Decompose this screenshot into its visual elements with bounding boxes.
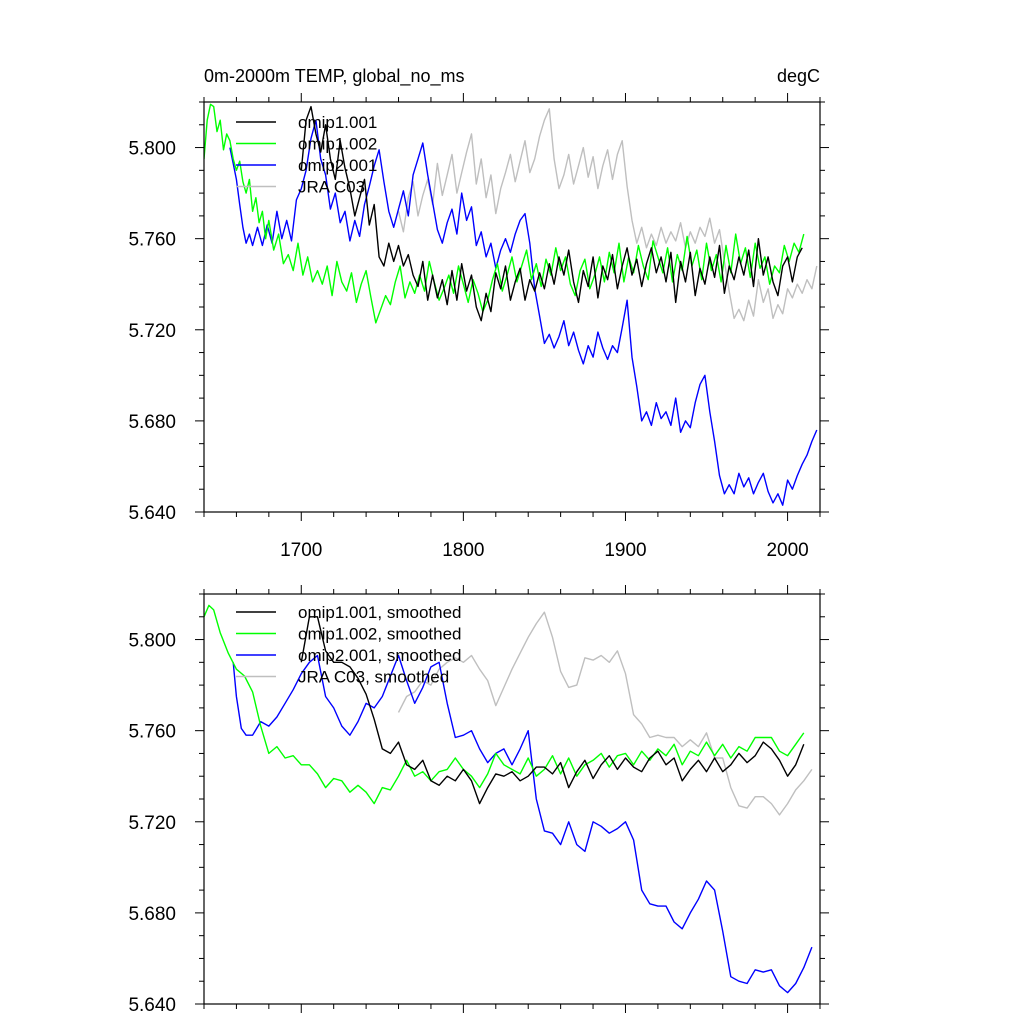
panel-bottom-legend: omip1.001, smoothed omip1.002, smoothed om… bbox=[236, 603, 462, 687]
legend-label: JRA C03 bbox=[298, 178, 365, 197]
y-tick-label: 5.720 bbox=[128, 321, 176, 342]
x-tick-label: 1700 bbox=[280, 540, 322, 561]
y-tick-label: 5.640 bbox=[128, 995, 176, 1016]
panel-top: 5.640 5.680 5.720 5.760 5.800 1700 1800 1900 200… bbox=[128, 66, 829, 561]
panel-top-ticks: 5.640 5.680 5.720 5.760 5.800 1700 1800 1900 200… bbox=[128, 93, 829, 561]
series-line-2 bbox=[229, 119, 818, 506]
series-line-2 bbox=[232, 654, 813, 994]
legend-label: JRA C03, smoothed bbox=[298, 668, 449, 687]
panel-top-frame bbox=[203, 101, 821, 513]
panel-top-legend: omip1.001 omip1.002 omip2.001 JRA C03 bbox=[236, 113, 377, 197]
legend-label: omip1.002, smoothed bbox=[298, 625, 462, 644]
panel-top-series bbox=[204, 103, 818, 506]
series-line-1 bbox=[204, 103, 805, 324]
series-line-3 bbox=[397, 108, 818, 322]
panel-bottom: 5.640 5.680 5.720 5.760 5.800 omip1.001, smo… bbox=[128, 585, 829, 1016]
y-tick-label: 5.680 bbox=[128, 904, 176, 925]
panel-top-title: 0m-2000m TEMP, global_no_ms bbox=[204, 66, 464, 87]
y-tick-label: 5.800 bbox=[128, 631, 176, 652]
legend-label: omip1.002 bbox=[298, 135, 377, 154]
series-line-1 bbox=[204, 604, 805, 805]
panel-top-units: degC bbox=[777, 66, 820, 86]
panel-bottom-ticks: 5.640 5.680 5.720 5.760 5.800 bbox=[128, 585, 829, 1016]
x-tick-label: 2000 bbox=[766, 540, 808, 561]
y-tick-label: 5.800 bbox=[128, 139, 176, 160]
panel-bottom-frame bbox=[203, 593, 821, 1005]
y-tick-label: 5.760 bbox=[128, 722, 176, 743]
panel-bottom-series bbox=[204, 604, 813, 994]
series-line-3 bbox=[397, 611, 813, 816]
x-tick-label: 1900 bbox=[604, 540, 646, 561]
legend-label: omip1.001, smoothed bbox=[298, 603, 462, 622]
series-line-0 bbox=[300, 105, 803, 322]
y-tick-label: 5.640 bbox=[128, 503, 176, 524]
y-tick-label: 5.760 bbox=[128, 230, 176, 251]
x-tick-label: 1800 bbox=[442, 540, 484, 561]
legend-label: omip2.001, smoothed bbox=[298, 646, 462, 665]
y-tick-label: 5.720 bbox=[128, 813, 176, 834]
legend-label: omip1.001 bbox=[298, 113, 377, 132]
series-line-0 bbox=[300, 616, 805, 805]
y-tick-label: 5.680 bbox=[128, 412, 176, 433]
legend-label: omip2.001 bbox=[298, 156, 377, 175]
